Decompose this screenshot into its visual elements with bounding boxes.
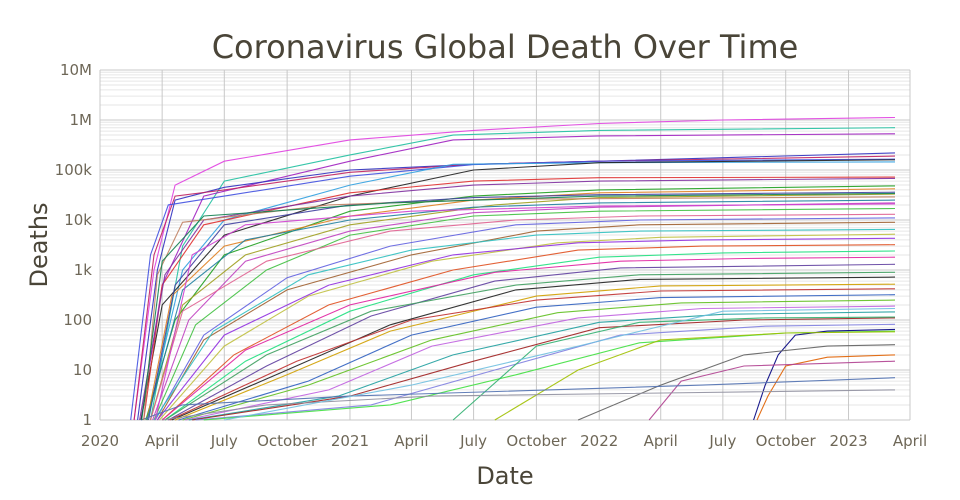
x-tick-label: July — [210, 432, 238, 450]
y-tick-label: 1 — [82, 411, 92, 429]
series-line — [188, 311, 896, 421]
series-line — [182, 299, 896, 421]
y-axis-title: Deaths — [25, 202, 53, 287]
x-tick-label: 2020 — [81, 432, 119, 450]
y-tick-label: 10k — [64, 211, 92, 229]
x-tick-label: October — [257, 432, 318, 450]
y-tick-label: 10 — [73, 361, 92, 379]
x-tick-label: April — [145, 432, 179, 450]
series-line — [153, 207, 896, 421]
series-line — [154, 217, 896, 421]
series-line — [195, 323, 896, 421]
x-tick-label: April — [394, 432, 428, 450]
series-line — [143, 176, 896, 421]
y-axis: 1 10 100 1k 10k 100k 1M 10M — [55, 61, 93, 429]
x-tick-label: October — [506, 432, 567, 450]
series-line — [143, 196, 896, 421]
series-line — [149, 213, 896, 421]
series-line — [139, 177, 896, 421]
series-line — [149, 127, 896, 421]
series-line — [178, 294, 896, 421]
series-line — [152, 202, 896, 421]
series-line — [161, 256, 896, 421]
series-line — [161, 244, 896, 421]
y-tick-label: 10M — [60, 61, 92, 79]
series-line — [168, 263, 896, 421]
series-line — [154, 203, 896, 421]
series-line — [452, 316, 896, 421]
x-tick-label: 2022 — [580, 432, 618, 450]
series-line — [140, 133, 896, 421]
series-line — [203, 330, 896, 421]
series-line — [156, 221, 896, 421]
series-line — [756, 354, 896, 421]
series-line — [145, 185, 896, 421]
x-tick-label: July — [708, 432, 736, 450]
series-line — [494, 331, 896, 421]
series-line — [158, 233, 896, 421]
series-line — [133, 116, 896, 421]
series-line — [648, 360, 896, 421]
x-axis: 2020 April July October 2021 April July October… — [81, 432, 927, 450]
series-group — [130, 116, 896, 421]
series-line — [147, 191, 896, 421]
series-line — [162, 389, 896, 421]
y-tick-label: 100 — [63, 311, 92, 329]
series-line — [130, 158, 896, 421]
series-line — [164, 271, 896, 421]
y-tick-label: 100k — [55, 161, 93, 179]
series-line — [224, 307, 896, 421]
series-line — [169, 288, 896, 421]
series-line — [146, 199, 896, 421]
series-line — [164, 250, 896, 421]
series-line — [577, 344, 896, 421]
series-line — [174, 283, 896, 421]
x-tick-label: October — [756, 432, 817, 450]
y-tick-label: 1k — [74, 261, 93, 279]
x-tick-label: April — [893, 432, 927, 450]
series-line — [192, 317, 896, 421]
x-tick-label: April — [644, 432, 678, 450]
x-tick-label: 2021 — [331, 432, 369, 450]
x-tick-label: July — [459, 432, 487, 450]
chart-title: Coronavirus Global Death Over Time — [212, 28, 799, 66]
series-line — [171, 276, 896, 421]
series-line — [153, 228, 896, 421]
series-line — [141, 192, 896, 421]
series-line — [185, 305, 896, 421]
x-tick-label: 2023 — [829, 432, 867, 450]
series-line — [149, 193, 896, 421]
series-line — [156, 237, 896, 421]
series-line — [753, 328, 896, 421]
y-tick-label: 1M — [70, 111, 93, 129]
x-axis-title: Date — [476, 462, 533, 490]
